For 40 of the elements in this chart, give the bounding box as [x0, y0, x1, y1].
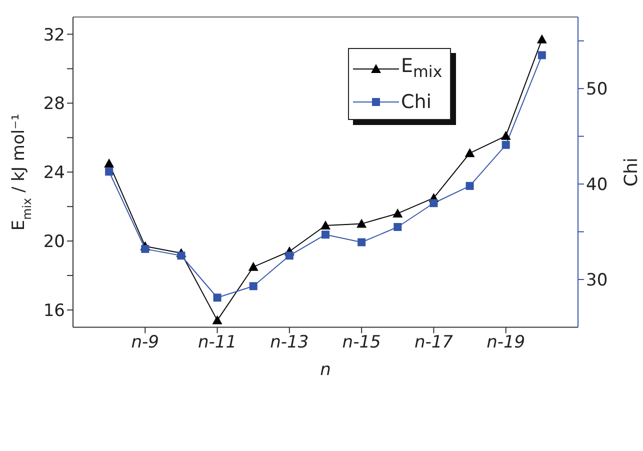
y-tick-label: 20: [43, 232, 65, 252]
x-tick-label: n-9: [131, 332, 160, 352]
point: [249, 282, 258, 290]
point: [464, 148, 475, 158]
point: [213, 294, 222, 302]
point: [104, 158, 114, 168]
x-axis-title: n: [320, 360, 331, 380]
y2-tick-label: 40: [586, 175, 608, 196]
point: [430, 199, 438, 208]
point: [536, 34, 547, 44]
x-tick-label: n-15: [342, 332, 381, 352]
point: [392, 208, 403, 218]
y-tick-label: 28: [43, 94, 65, 114]
point: [248, 262, 258, 271]
point: [177, 252, 186, 260]
y-tick-label: 16: [43, 301, 65, 322]
point: [105, 168, 114, 176]
point: [320, 220, 330, 230]
point: [285, 252, 294, 260]
point: [538, 51, 546, 60]
y2-axis-title: Chi: [621, 158, 642, 187]
point: [356, 218, 367, 228]
x-tick-label: n-11: [198, 332, 237, 352]
y-tick-label: 32: [43, 25, 65, 46]
point: [141, 244, 150, 253]
x-tick-label: n-17: [414, 332, 454, 352]
y2-tick-label: 50: [586, 80, 608, 100]
y2-tick-label: 30: [586, 270, 608, 291]
x-tick-label: n-19: [486, 332, 526, 352]
legend-label: Chi: [401, 90, 432, 113]
y-tick-label: 24: [43, 163, 65, 184]
point: [466, 182, 474, 190]
point: [322, 230, 330, 239]
point: [394, 222, 402, 231]
point: [212, 315, 222, 324]
x-tick-label: n-13: [270, 332, 309, 352]
point: [358, 238, 366, 246]
legend-label: E$_{mix}$: [401, 55, 442, 81]
point: [502, 140, 510, 149]
point: [500, 130, 511, 140]
